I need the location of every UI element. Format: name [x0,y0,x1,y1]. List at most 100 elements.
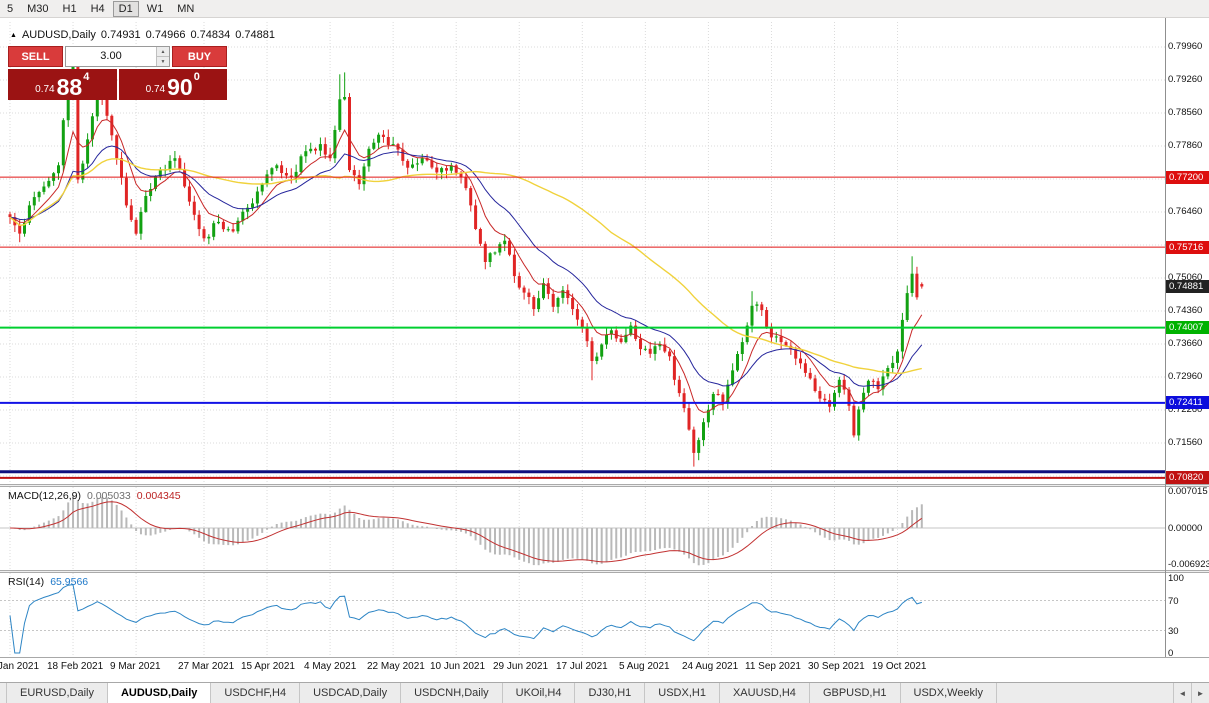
timeframe-mn[interactable]: MN [177,2,195,15]
sell-price-big: 88 [56,74,83,100]
subwindow-triangle-icon: ▲ [10,31,17,39]
price-axis-separator [1165,18,1166,657]
buy-price-display[interactable]: 0.74 90 0 [118,69,227,100]
sell-button[interactable]: SELL [8,46,63,67]
buy-price-pip: 0 [193,71,200,83]
price-badge: 0.74007 [1166,321,1209,334]
tab-eurusd-daily[interactable]: EURUSD,Daily [6,683,108,703]
tabs-scroll-left-button[interactable]: ◄ [1173,683,1191,703]
date-label: 19 Oct 2021 [872,661,927,672]
rsi-grid [0,573,1165,657]
main-price-chart[interactable] [0,22,1165,484]
price-axis-label: 0.76460 [1168,206,1203,217]
rsi-value: 65.9566 [50,576,89,588]
tab-xauusd-h4[interactable]: XAUUSD,H4 [719,683,810,703]
price-axis-label: 0.78560 [1168,107,1203,118]
timeframe-m30[interactable]: M30 [27,2,49,15]
price-axis-label: 0.73660 [1168,338,1203,349]
price-axis-label: 0.79960 [1168,41,1203,52]
buy-price-big: 90 [167,74,193,100]
tab-dj30-h1[interactable]: DJ30,H1 [575,683,646,703]
price-axis: 0.79960 0.79260 0.78560 0.77860 0.76460 0.750… [1166,18,1209,682]
time-axis-separator [0,657,1209,658]
volume-spinner: ▲ ▼ [156,47,169,66]
tab-usdx-weekly[interactable]: USDX,Weekly [900,683,997,703]
sell-price-prefix: 0.74 [35,84,55,95]
sell-price-display[interactable]: 0.74 88 4 [8,69,117,100]
date-label: 30 Sep 2021 [808,661,865,672]
ma-line-slow-yellow [9,158,922,375]
tab-usdcad-daily[interactable]: USDCAD,Daily [300,683,402,703]
date-label: 30 Jan 2021 [0,661,40,672]
date-label: 9 Mar 2021 [110,661,161,672]
ohlc-open: 0.74931 [100,29,141,41]
buy-button[interactable]: BUY [172,46,227,67]
macd-axis-label: 0.00000 [1168,523,1203,534]
rsi-axis-label: 70 [1168,596,1179,607]
tab-ukoil-h4[interactable]: UKOil,H4 [502,683,576,703]
macd-axis-label: -0.006923 [1168,559,1209,570]
macd-panel-separator[interactable] [0,484,1209,487]
rsi-axis-label: 0 [1168,648,1174,659]
volume-down-button[interactable]: ▼ [157,57,169,66]
timeframe-h4[interactable]: H4 [90,2,105,15]
date-label: 15 Apr 2021 [241,661,295,672]
price-axis-label: 0.79260 [1168,74,1203,85]
volume-up-button[interactable]: ▲ [157,47,169,57]
date-label: 18 Feb 2021 [47,661,104,672]
macd-panel[interactable] [0,487,1165,570]
date-label: 10 Jun 2021 [430,661,486,672]
price-axis-label: 0.74360 [1168,305,1203,316]
tab-gbpusd-h1[interactable]: GBPUSD,H1 [809,683,901,703]
price-axis-label: 0.75060 [1168,272,1203,283]
rsi-name: RSI(14) [8,576,45,588]
macd-signal-line [9,501,923,563]
timeframe-toolbar: 5 M30 H1 H4 D1 W1 MN [0,0,1209,18]
ohlc-close: 0.74881 [235,29,275,41]
macd-histogram [13,495,923,566]
chart-symbol-period: AUDUSD,Daily [21,29,96,41]
chart-area: 0.79960 0.79260 0.78560 0.77860 0.76460 0.750… [0,18,1209,682]
timeframe-w1[interactable]: W1 [146,2,164,15]
chart-title: ▲ AUDUSD,Daily 0.74931 0.74966 0.74834 0… [10,29,275,41]
tab-usdx-h1[interactable]: USDX,H1 [645,683,720,703]
chart-tabs: EURUSD,Daily AUDUSD,Daily USDCHF,H4 USDCAD,… [6,683,997,703]
volume-field[interactable]: 3.00 ▲ ▼ [65,46,170,67]
ohlc-low: 0.74834 [190,29,231,41]
macd-value: 0.005033 [86,490,131,502]
ma-line-fast-red [9,118,923,413]
sell-price-pip: 4 [83,71,90,83]
macd-axis: 0.007015 0.00000 -0.006923 [1166,18,1209,682]
buy-price-prefix: 0.74 [145,84,166,95]
price-axis-label: 0.71560 [1168,437,1203,448]
date-label: 11 Sep 2021 [745,661,801,672]
price-axis-label: 0.72960 [1168,371,1203,382]
tab-audusd-daily[interactable]: AUDUSD,Daily [107,683,212,703]
rsi-line [9,584,922,654]
tabs-scroll-right-button[interactable]: ► [1191,683,1209,703]
macd-label: MACD(12,26,9) 0.005033 0.004345 [8,490,181,502]
macd-axis-label: 0.007015 [1168,486,1208,497]
tab-usdchf-h4[interactable]: USDCHF,H4 [211,683,301,703]
date-label: 24 Aug 2021 [682,661,739,672]
volume-value[interactable]: 3.00 [100,50,122,62]
price-axis-label: 0.72260 [1168,404,1203,415]
candlestick-series [8,56,924,467]
rsi-label: RSI(14) 65.9566 [8,576,88,588]
date-label: 22 May 2021 [367,661,425,672]
timeframe-h1[interactable]: H1 [62,2,77,15]
rsi-panel-separator[interactable] [0,570,1209,573]
timeframe-d1[interactable]: D1 [112,0,139,17]
rsi-axis: 100 70 30 0 [1166,18,1209,682]
date-label: 29 Jun 2021 [493,661,549,672]
price-badge: 0.75716 [1166,241,1209,254]
date-label: 17 Jul 2021 [556,661,608,672]
tab-usdcnh-daily[interactable]: USDCNH,Daily [401,683,503,703]
price-badge: 0.70820 [1166,471,1209,484]
timeframe-5[interactable]: 5 [7,2,14,15]
date-label: 4 May 2021 [304,661,357,672]
macd-name: MACD(12,26,9) [8,490,81,502]
rsi-panel[interactable] [0,573,1165,657]
rsi-axis-label: 30 [1168,626,1179,637]
